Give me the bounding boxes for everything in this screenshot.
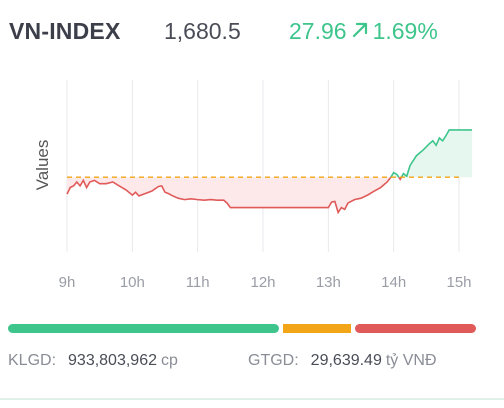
x-tick-label: 10h	[120, 274, 145, 291]
series-line-above	[389, 129, 473, 178]
area-below-reference	[67, 177, 473, 213]
y-axis-label: Values	[33, 140, 52, 191]
x-tick-label: 15h	[446, 274, 471, 291]
x-tick-label: 12h	[250, 274, 275, 291]
volume-value: 933,803,962	[68, 352, 157, 369]
x-tick-label: 14h	[381, 274, 406, 291]
volume-label: KLGD:	[8, 352, 57, 369]
index-header: VN-INDEX 1,680.5 27.96 1.69%	[9, 18, 499, 52]
index-change: 27.96 1.69%	[289, 18, 438, 45]
value-unit: tỷ VNĐ	[385, 352, 437, 369]
series-line-below	[66, 177, 408, 215]
index-name: VN-INDEX	[9, 18, 121, 44]
x-tick-label: 13h	[316, 274, 341, 291]
x-tick-label: 11h	[186, 274, 210, 291]
value-label: GTGD:	[248, 352, 299, 369]
x-tick-label: 9h	[59, 274, 76, 291]
unchanged-bar	[283, 324, 351, 333]
advancing-bar	[8, 324, 280, 333]
change-percent: 1.69%	[372, 18, 438, 44]
declining-bar	[355, 324, 476, 333]
change-points: 27.96	[289, 18, 347, 44]
value-stat: GTGD: 29,639.49 tỷ VNĐ	[248, 352, 437, 370]
intraday-chart: 9h 10h 11h 12h 13h 14h 15h Values	[33, 80, 473, 291]
area-above-reference	[67, 129, 473, 178]
volume-unit: cp	[161, 352, 178, 369]
arrow-up-right-icon	[351, 18, 369, 45]
volume-stat: KLGD: 933,803,962 cp	[8, 352, 178, 370]
index-value: 1,680.5	[164, 18, 241, 44]
bottom-divider	[0, 398, 504, 400]
value-value: 29,639.49	[310, 352, 382, 369]
